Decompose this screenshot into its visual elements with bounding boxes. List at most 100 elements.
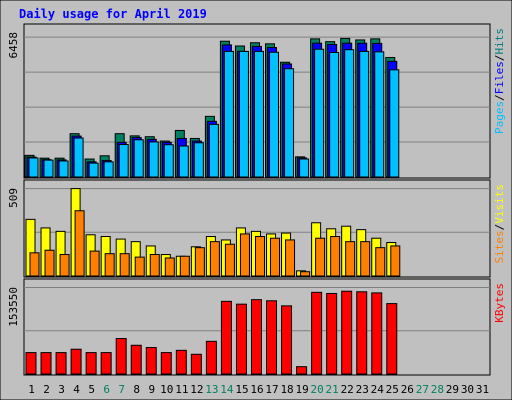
bar-pages-day-21 <box>329 51 340 178</box>
x-tick-label: 27 <box>416 383 429 396</box>
bar-kbytes-day-20 <box>311 291 323 375</box>
panel-legend: Sites/Visits <box>493 184 506 264</box>
x-tick-label: 12 <box>190 383 203 396</box>
panel-kbytes: 153550 KBytes <box>7 278 506 376</box>
x-tick-label: 6 <box>103 383 110 396</box>
x-tick-label: 18 <box>280 383 293 396</box>
bar-sites-day-11 <box>179 255 190 277</box>
x-tick-label: 31 <box>476 383 489 396</box>
bar-sites-day-4 <box>74 210 85 277</box>
bar-pages-day-19 <box>299 158 310 178</box>
bar-pages-day-14 <box>223 50 234 178</box>
panel-legend: Pages/Files/Hits <box>493 28 506 134</box>
bar-kbytes-day-7 <box>115 338 127 375</box>
bar-kbytes-day-14 <box>220 300 232 375</box>
bar-pages-day-22 <box>344 49 355 178</box>
x-tick-label: 7 <box>118 383 125 396</box>
bar-kbytes-day-18 <box>281 305 293 375</box>
bar-kbytes-day-25 <box>386 303 398 375</box>
bar-kbytes-day-16 <box>250 299 262 375</box>
x-tick-label: 16 <box>250 383 263 396</box>
x-tick-label: 1 <box>28 383 35 396</box>
bar-kbytes-day-2 <box>40 352 52 375</box>
bar-sites-day-13 <box>209 241 220 277</box>
legend-entry: KBytes <box>493 283 506 323</box>
bar-pages-day-12 <box>193 142 204 178</box>
bar-sites-day-17 <box>270 237 281 277</box>
x-tick-label: 2 <box>43 383 50 396</box>
x-tick-label: 19 <box>295 383 308 396</box>
x-tick-label: 26 <box>401 383 414 396</box>
bar-sites-day-18 <box>285 239 296 277</box>
bar-sites-day-6 <box>104 253 115 277</box>
panel-visits-sites: 509 Sites/Visits <box>7 179 506 278</box>
bar-kbytes-day-9 <box>145 347 157 375</box>
bar-pages-day-10 <box>163 144 174 178</box>
x-tick-label: 14 <box>220 383 234 396</box>
x-tick-label: 28 <box>431 383 444 396</box>
bar-sites-day-5 <box>89 250 100 277</box>
bar-pages-day-18 <box>284 68 295 178</box>
x-tick-label: 29 <box>446 383 459 396</box>
bar-sites-day-9 <box>149 254 160 277</box>
bar-pages-day-3 <box>58 160 69 178</box>
chart-panels: 6458 Pages/Files/Hits 509Sites/Visits15355… <box>7 23 506 376</box>
legend-entry: Sites <box>493 230 506 263</box>
bar-kbytes-day-23 <box>356 291 368 375</box>
bar-sites-day-24 <box>375 247 386 277</box>
bar-kbytes-day-1 <box>25 352 37 375</box>
bar-kbytes-day-22 <box>341 290 353 375</box>
x-tick-label: 10 <box>160 383 173 396</box>
bar-sites-day-20 <box>315 237 326 277</box>
bar-kbytes-day-6 <box>100 352 112 375</box>
x-tick-label: 20 <box>311 383 324 396</box>
x-tick-label: 21 <box>326 383 339 396</box>
bar-kbytes-day-19 <box>296 366 308 375</box>
x-tick-label: 24 <box>371 383 385 396</box>
bar-pages-day-1 <box>28 157 39 178</box>
bar-kbytes-day-5 <box>85 352 97 375</box>
bar-sites-day-10 <box>164 257 175 277</box>
bar-kbytes-day-15 <box>235 303 247 375</box>
chart-title: Daily usage for April 2019 <box>19 7 207 21</box>
bar-sites-day-21 <box>330 236 341 277</box>
bar-sites-day-1 <box>29 252 40 277</box>
bar-pages-day-6 <box>103 161 114 178</box>
bar-pages-day-9 <box>148 141 159 178</box>
bar-pages-day-5 <box>88 162 99 178</box>
bar-pages-day-4 <box>73 137 84 178</box>
bar-pages-day-16 <box>253 50 264 178</box>
legend-entry: Pages <box>493 101 506 134</box>
bar-kbytes-day-12 <box>190 353 202 375</box>
bar-sites-day-8 <box>134 256 145 277</box>
legend-entry: Visits <box>493 184 506 224</box>
x-tick-label: 22 <box>341 383 354 396</box>
x-axis-labels: 1 2 3 4 5 6 7 8 9 10 11 12 13 14 15 16 17 18 19 20 21 22 23 24 2… <box>28 383 489 396</box>
legend-entry: / <box>493 94 506 101</box>
bar-sites-day-16 <box>254 236 265 277</box>
bar-pages-day-20 <box>314 48 325 178</box>
x-tick-label: 8 <box>133 383 140 396</box>
legend-entry: / <box>493 55 506 62</box>
x-tick-label: 4 <box>73 383 80 396</box>
x-tick-label: 30 <box>461 383 474 396</box>
bar-sites-day-7 <box>119 253 130 277</box>
panel-max-label: 6458 <box>7 32 20 59</box>
x-tick-label: 13 <box>205 383 218 396</box>
x-tick-label: 25 <box>386 383 399 396</box>
bar-pages-day-17 <box>269 51 280 178</box>
x-tick-label: 23 <box>356 383 369 396</box>
legend-entry: / <box>493 224 506 231</box>
bar-pages-day-15 <box>238 50 249 178</box>
bar-sites-day-19 <box>300 271 311 277</box>
bar-pages-day-11 <box>178 145 189 178</box>
bar-pages-day-8 <box>133 139 144 178</box>
panel-legend: KBytes <box>493 283 506 323</box>
bar-pages-day-7 <box>118 144 129 178</box>
x-tick-label: 15 <box>235 383 248 396</box>
bar-sites-day-2 <box>44 249 55 277</box>
bar-pages-day-24 <box>374 51 385 178</box>
legend-entry: Hits <box>493 28 506 55</box>
x-tick-label: 3 <box>58 383 65 396</box>
